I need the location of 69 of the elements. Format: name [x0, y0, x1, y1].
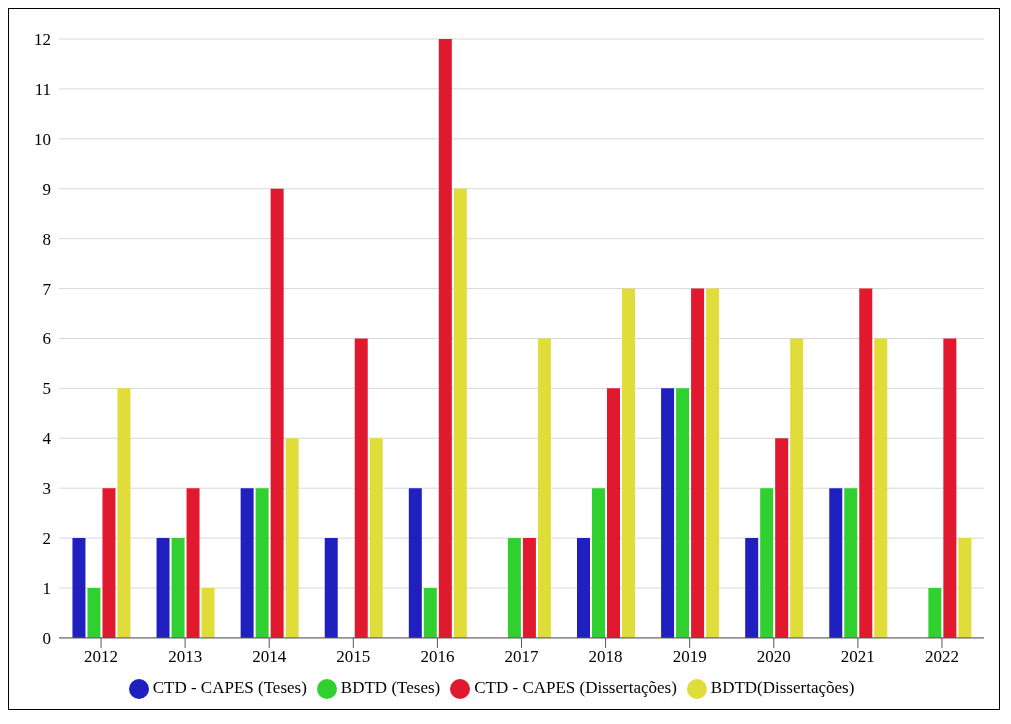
bar	[156, 538, 170, 638]
bar	[760, 488, 774, 638]
bar	[676, 388, 690, 638]
y-tick-label: 11	[34, 79, 51, 99]
bar	[453, 188, 467, 638]
bar	[928, 588, 942, 638]
x-tick-label: 2015	[336, 646, 371, 666]
bar	[324, 538, 338, 638]
bar	[102, 488, 116, 638]
bar	[844, 488, 858, 638]
x-tick-label: 2017	[504, 646, 539, 666]
bar	[369, 438, 383, 638]
bar	[775, 438, 789, 638]
bar	[408, 488, 422, 638]
bar	[691, 288, 705, 638]
bar	[87, 588, 101, 638]
x-tick-label: 2019	[672, 646, 707, 666]
legend-label: BDTD(Dissertações)	[710, 677, 855, 697]
y-tick-label: 2	[42, 529, 51, 549]
bar	[423, 588, 437, 638]
bar	[438, 39, 452, 638]
bar	[706, 288, 720, 638]
bar	[958, 538, 972, 638]
x-tick-label: 2020	[756, 646, 791, 666]
bar	[354, 338, 368, 638]
y-tick-label: 6	[42, 329, 51, 349]
y-tick-label: 4	[42, 429, 52, 449]
bar	[240, 488, 254, 638]
bar	[943, 338, 957, 638]
x-tick-label: 2016	[420, 646, 455, 666]
bar	[537, 338, 551, 638]
y-tick-label: 5	[42, 379, 51, 399]
bar	[270, 188, 284, 638]
bar	[522, 538, 536, 638]
y-tick-label: 1	[42, 579, 51, 599]
y-tick-label: 0	[42, 628, 51, 648]
legend-label: BDTD (Teses)	[340, 677, 441, 697]
bar	[72, 538, 86, 638]
x-tick-label: 2021	[840, 646, 875, 666]
x-tick-label: 2018	[588, 646, 623, 666]
bar	[577, 538, 590, 638]
legend-label: CTD - CAPES (Teses)	[152, 677, 307, 697]
bar	[201, 588, 215, 638]
bar	[285, 438, 299, 638]
bar	[874, 338, 888, 638]
y-tick-label: 12	[34, 30, 51, 50]
bar	[255, 488, 269, 638]
bar	[661, 388, 675, 638]
y-tick-label: 7	[42, 279, 52, 299]
bar	[859, 288, 873, 638]
bar	[186, 488, 200, 638]
bar	[592, 488, 605, 638]
bar	[622, 288, 635, 638]
bar	[829, 488, 843, 638]
legend-label: CTD - CAPES (Dissertações)	[474, 677, 677, 697]
x-tick-label: 2014	[252, 646, 287, 666]
y-tick-label: 9	[42, 179, 51, 199]
bar	[790, 338, 804, 638]
bar	[171, 538, 185, 638]
bar	[117, 388, 131, 638]
x-tick-label: 2012	[84, 646, 119, 666]
y-tick-label: 3	[42, 479, 51, 499]
x-tick-label: 2013	[168, 646, 203, 666]
bar	[607, 388, 620, 638]
bar	[507, 538, 521, 638]
y-tick-label: 8	[42, 229, 51, 249]
y-tick-label: 10	[34, 129, 51, 149]
bar	[745, 538, 759, 638]
x-tick-label: 2022	[924, 646, 959, 666]
